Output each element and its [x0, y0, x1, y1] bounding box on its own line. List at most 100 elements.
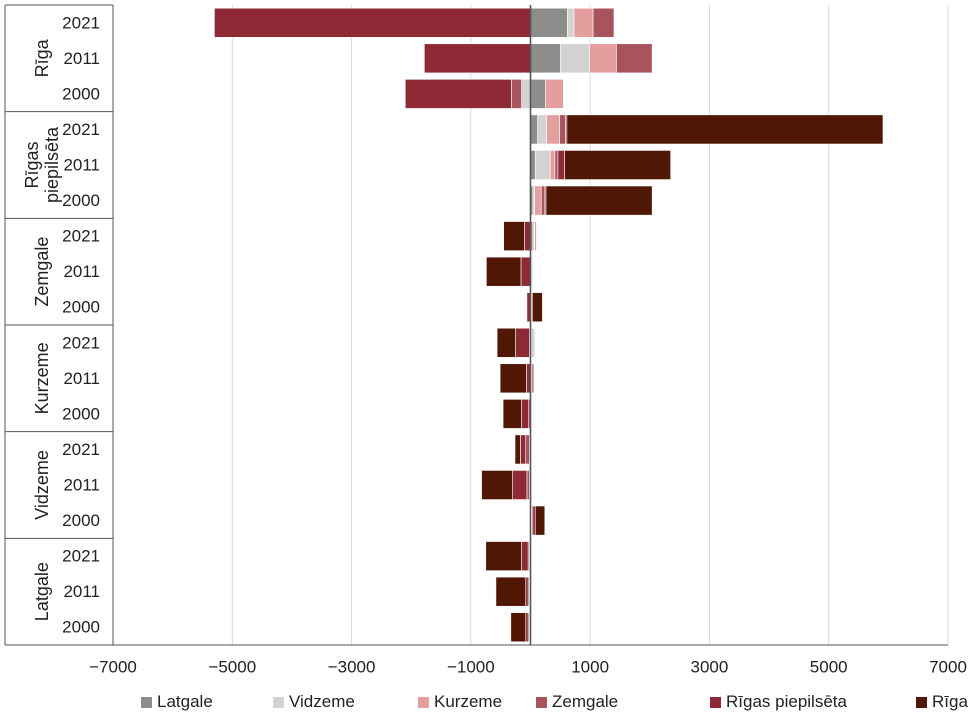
bar-segment — [549, 150, 556, 180]
legend-item: Vidzeme — [273, 692, 355, 712]
bar-segment — [512, 470, 528, 500]
bar-segment — [525, 612, 529, 643]
group-label: piepilsēta — [42, 126, 62, 203]
year-label: 2021 — [62, 120, 100, 139]
bar-segment — [521, 79, 531, 109]
x-tick-label: −1000 — [447, 658, 495, 677]
bar-segment — [214, 7, 531, 38]
bar-segment — [530, 7, 568, 38]
bar-segment — [530, 79, 546, 109]
legend-label: Rīga — [932, 692, 968, 711]
x-tick-label: −7000 — [89, 658, 137, 677]
bar-segment — [567, 7, 575, 38]
bar-segment — [499, 363, 527, 394]
group-label: Latgale — [32, 562, 52, 621]
legend-label: Rīgas piepilsēta — [726, 692, 847, 711]
legend-label: Zemgale — [552, 692, 619, 711]
year-label: 2000 — [62, 404, 100, 423]
group-label: Kurzeme — [32, 342, 52, 414]
legend-swatch — [418, 696, 429, 708]
year-label: 2021 — [62, 333, 100, 352]
year-label: 2021 — [62, 13, 100, 32]
legend-swatch — [916, 696, 927, 708]
bar-segment — [534, 185, 542, 216]
bar-segment — [560, 43, 590, 74]
bar-segment — [616, 43, 653, 74]
bar-segment — [526, 470, 530, 500]
bar-segment — [514, 434, 521, 465]
bar-segment — [511, 79, 522, 109]
bar-segment — [495, 576, 527, 607]
year-label: 2011 — [63, 582, 100, 601]
bar-segment — [496, 327, 516, 358]
group-label: Zemgale — [32, 237, 52, 307]
legend-swatch — [273, 696, 284, 708]
bar-segment — [520, 256, 531, 287]
bar-segment — [545, 185, 653, 216]
bar-segment — [546, 114, 561, 145]
bar-segment — [545, 79, 564, 109]
x-tick-label: 1000 — [571, 658, 609, 677]
year-label: 2021 — [62, 547, 100, 566]
year-label: 2000 — [62, 511, 100, 530]
bar-segment — [521, 399, 530, 429]
year-label: 2000 — [62, 618, 100, 637]
bar-segment — [404, 79, 512, 109]
bar-segment — [534, 505, 546, 536]
bar-segment — [424, 43, 531, 74]
bar-segment — [532, 505, 536, 536]
bar-segment — [566, 114, 884, 145]
year-label: 2021 — [62, 227, 100, 246]
bar-segment — [520, 434, 527, 465]
bar-segment — [564, 150, 671, 180]
year-label: 2000 — [62, 191, 100, 210]
legend-label: Vidzeme — [289, 692, 355, 711]
legend-swatch — [536, 696, 547, 708]
chart-legend: Latgale Vidzeme Kurzeme Zemgale Rīgas piepil… — [0, 688, 976, 716]
bar-segment — [503, 221, 525, 251]
bar-segment — [531, 256, 533, 287]
bar-segment — [531, 363, 535, 394]
legend-swatch — [141, 696, 152, 708]
bar-segment — [485, 541, 522, 571]
x-tick-label: 7000 — [929, 658, 967, 677]
x-tick-label: 3000 — [691, 658, 729, 677]
year-label: 2021 — [62, 440, 100, 459]
legend-item: Rīga — [916, 692, 968, 712]
legend-item: Rīgas piepilsēta — [710, 692, 847, 712]
year-label: 2011 — [63, 156, 100, 175]
bar-segment — [589, 43, 617, 74]
bar-segment — [537, 114, 547, 145]
legend-label: Kurzeme — [434, 692, 503, 711]
bar-segment — [524, 221, 531, 251]
year-label: 2000 — [62, 298, 100, 317]
bar-segment — [515, 327, 530, 358]
bar-segment — [510, 612, 527, 643]
group-label: Vidzeme — [32, 450, 52, 520]
legend-item: Latgale — [141, 692, 213, 712]
bar-segment — [502, 399, 522, 429]
bar-segment — [531, 292, 543, 323]
group-label: Rīga — [32, 38, 52, 77]
chart-svg: 2021 2011 2000 Rīga 2021 2011 2000 Rīgas piepils… — [4, 4, 967, 677]
bar-segment — [540, 185, 546, 216]
bar-segment — [530, 114, 538, 145]
x-tick-label: 5000 — [810, 658, 848, 677]
year-label: 2011 — [63, 476, 100, 495]
bar-segment — [573, 7, 594, 38]
year-label: 2011 — [63, 49, 100, 68]
legend-item: Zemgale — [536, 692, 618, 712]
bar-segment — [486, 256, 522, 287]
legend-swatch — [710, 696, 721, 708]
bar-segment — [592, 7, 615, 38]
bar-segment — [531, 327, 535, 358]
bar-segment — [559, 114, 566, 145]
bar-segment — [530, 43, 561, 74]
legend-item: Kurzeme — [418, 692, 502, 712]
bar-segment — [481, 470, 513, 500]
bar-segment — [534, 221, 537, 251]
year-label: 2011 — [63, 262, 100, 281]
year-label: 2000 — [62, 84, 100, 103]
bar-segment — [557, 150, 565, 180]
